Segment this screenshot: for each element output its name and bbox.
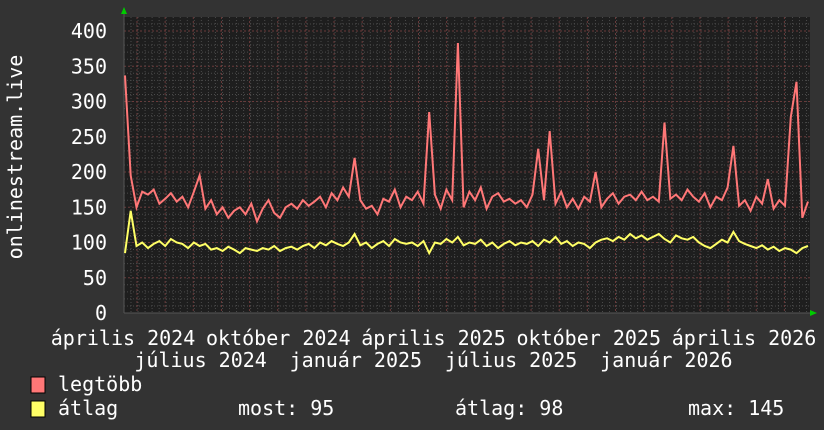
x-tick-label: július 2025 — [445, 348, 577, 372]
x-axis-arrow-icon — [810, 310, 817, 316]
series-lines — [124, 42, 809, 256]
y-tick-label: 250 — [71, 125, 107, 149]
stat-max: max: 145 — [688, 396, 784, 420]
y-tick-labels: 0 50 100 150 200 250 300 350 400 — [71, 19, 107, 325]
y-tick-label: 0 — [95, 301, 107, 325]
legend-label-atlag: átlag — [58, 396, 118, 420]
y-axis-label: onlinestream.live — [3, 55, 27, 260]
x-tick-label: április 2024 — [51, 326, 196, 350]
stat-avg: átlag: 98 — [455, 396, 563, 420]
y-tick-label: 350 — [71, 54, 107, 78]
x-tick-label: október 2024 — [206, 326, 351, 350]
stat-now: most: 95 — [238, 396, 334, 420]
y-axis-arrow-icon — [121, 7, 127, 14]
legend-label-legtobb: legtöbb — [58, 372, 142, 396]
x-tick-label: január 2025 — [290, 348, 422, 372]
legend-swatch-legtobb — [30, 376, 46, 394]
x-tick-label: április 2026 — [672, 326, 817, 350]
y-tick-label: 150 — [71, 195, 107, 219]
series-line-legtobb — [124, 42, 809, 225]
y-tick-label: 100 — [71, 231, 107, 255]
y-tick-label: 200 — [71, 160, 107, 184]
x-tick-label: január 2026 — [600, 348, 732, 372]
legend-swatch-atlag — [30, 400, 46, 418]
y-tick-label: 300 — [71, 90, 107, 114]
x-tick-label: április 2025 — [361, 326, 506, 350]
grid — [123, 12, 812, 314]
y-tick-label: 400 — [71, 19, 107, 43]
series-line-atlag — [124, 210, 809, 256]
x-tick-label: július 2024 — [134, 348, 266, 372]
y-tick-label: 50 — [83, 266, 107, 290]
x-tick-label: október 2025 — [517, 326, 662, 350]
legend: legtöbb átlag most: 95 átlag: 98 max: 14… — [30, 372, 784, 420]
